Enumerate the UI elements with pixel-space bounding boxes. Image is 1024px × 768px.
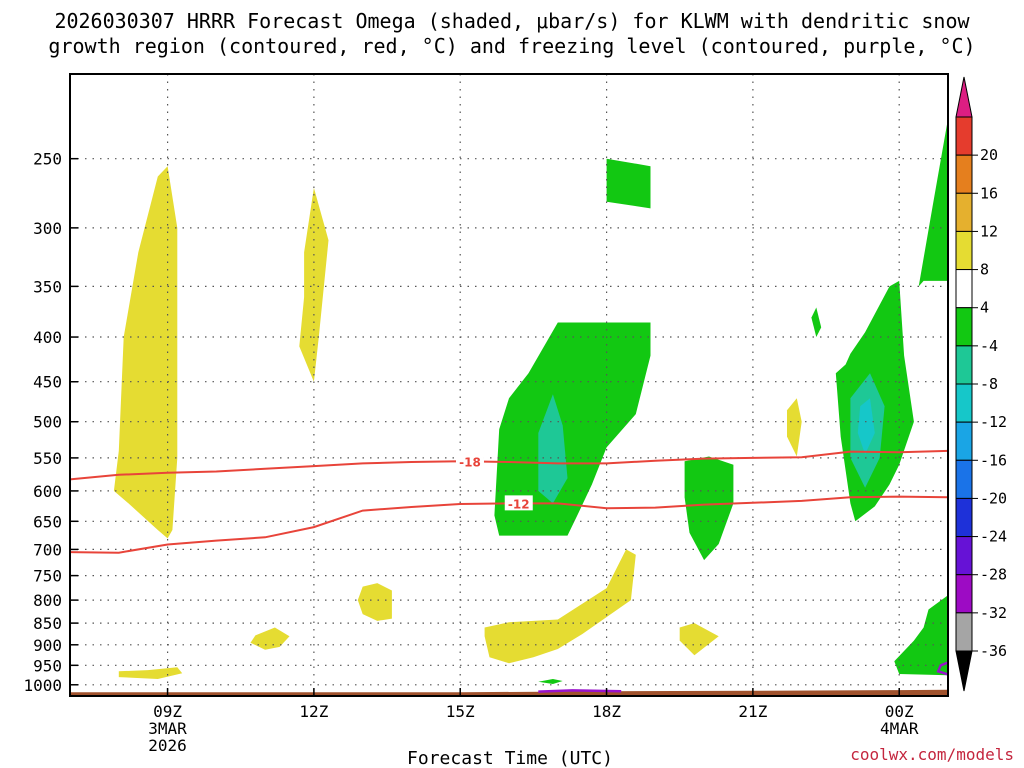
chart-title-line1: 2026030307 HRRR Forecast Omega (shaded, … xyxy=(54,9,970,33)
colorbar-band-3 xyxy=(955,497,973,538)
y-tick-label-900: 900 xyxy=(33,636,62,655)
colorbar-label-20: 20 xyxy=(980,146,998,164)
omega-region-18 xyxy=(538,679,563,684)
terrain-band xyxy=(70,689,948,696)
colorbar-label--4: -4 xyxy=(980,337,998,355)
freezing-level-1 xyxy=(936,661,949,676)
x-tick-label-12-0: 12Z xyxy=(299,702,328,721)
y-tick-label-550: 550 xyxy=(33,449,62,468)
colorbar-band-8 xyxy=(955,307,973,347)
y-tick-label-1000: 1000 xyxy=(23,676,62,695)
colorbar-band-10 xyxy=(955,230,973,271)
contour-label-bg--12 xyxy=(504,495,533,511)
y-tick-label-400: 400 xyxy=(33,328,62,347)
omega-region-17 xyxy=(894,595,948,676)
y-tick-label-950: 950 xyxy=(33,656,62,675)
colorbar-label--20: -20 xyxy=(980,489,1007,507)
colorbar-label-4: 4 xyxy=(980,299,989,317)
x-tick-label-9-1: 3MAR xyxy=(148,719,187,738)
y-tick-label-600: 600 xyxy=(33,482,62,501)
colorbar-band-13 xyxy=(955,116,973,156)
colorbar-label--36: -36 xyxy=(980,642,1007,660)
x-tick-label-9-2: 2026 xyxy=(148,736,187,755)
omega-region-2 xyxy=(357,583,392,621)
contour-label-bg--18 xyxy=(455,453,484,469)
y-tick-label-800: 800 xyxy=(33,591,62,610)
colorbar-label--8: -8 xyxy=(980,375,998,393)
colorbar-label--16: -16 xyxy=(980,451,1007,469)
x-tick-label-21-0: 21Z xyxy=(738,702,767,721)
omega-region-10 xyxy=(606,158,651,209)
omega-region-15 xyxy=(811,307,822,337)
y-tick-label-450: 450 xyxy=(33,373,62,392)
colorbar-label--32: -32 xyxy=(980,604,1007,622)
grid-lines xyxy=(70,74,948,696)
y-tick-label-850: 850 xyxy=(33,614,62,633)
colorbar-label--28: -28 xyxy=(980,566,1007,584)
colorbar-band-4 xyxy=(955,459,973,499)
omega-region-5 xyxy=(484,549,636,664)
colorbar-over-triangle xyxy=(955,76,973,118)
colorbar-band-1 xyxy=(955,574,973,614)
omega-region-8 xyxy=(494,322,651,536)
colorbar-label-16: 16 xyxy=(980,184,998,202)
colorbar-label--12: -12 xyxy=(980,413,1007,431)
y-tick-label-750: 750 xyxy=(33,567,62,586)
omega-shaded-regions xyxy=(113,118,948,684)
freezing-level-0 xyxy=(538,689,622,693)
terrain-layer xyxy=(70,689,948,696)
contour-line--18 xyxy=(69,449,949,481)
y-tick-label-650: 650 xyxy=(33,512,62,531)
credit-text: coolwx.com/models xyxy=(850,745,1014,764)
omega-region-0 xyxy=(113,166,178,539)
y-tick-label-300: 300 xyxy=(33,219,62,238)
contour-label--12: -12 xyxy=(508,497,530,511)
colorbar-under-triangle xyxy=(955,650,973,692)
omega-region-16 xyxy=(918,118,948,287)
colorbar-band-9 xyxy=(955,269,973,309)
y-tick-label-500: 500 xyxy=(33,413,62,432)
freezing-level-lines xyxy=(538,661,949,693)
x-tick-label-15-0: 15Z xyxy=(446,702,475,721)
y-axis: 250 300 350 400 450 500 550 600 650 700 750 800 850 9… xyxy=(23,150,78,695)
x-axis-label: Forecast Time (UTC) xyxy=(407,748,613,768)
x-tick-label-9-0: 09Z xyxy=(153,702,182,721)
colorbar-band-12 xyxy=(955,154,973,194)
x-tick-label-18-0: 18Z xyxy=(592,702,621,721)
omega-region-6 xyxy=(679,623,719,656)
contour-lines: -18 -12 xyxy=(69,449,949,554)
y-tick-label-700: 700 xyxy=(33,540,62,559)
chart-title-line2: growth region (contoured, red, °C) and f… xyxy=(48,34,975,58)
colorbar-band-5 xyxy=(955,421,973,461)
omega-region-4 xyxy=(118,667,183,679)
x-tick-label-24-0: 00Z xyxy=(885,702,914,721)
plot-frame xyxy=(69,73,949,697)
colorbar-label-12: 12 xyxy=(980,222,998,240)
colorbar: -36 -32 -28 -24 -20 -16 -12 -8 -4 4 8 12 16 20 xyxy=(955,76,1007,692)
y-tick-label-350: 350 xyxy=(33,277,62,296)
colorbar-band-0 xyxy=(955,612,973,652)
colorbar-band-11 xyxy=(955,192,973,232)
omega-region-11 xyxy=(684,456,734,561)
omega-region-3 xyxy=(250,627,290,650)
omega-region-9 xyxy=(538,394,568,504)
colorbar-label-8: 8 xyxy=(980,261,989,279)
contour-label--18: -18 xyxy=(459,455,481,469)
x-tick-label-24-1: 4MAR xyxy=(880,719,919,738)
colorbar-band-6 xyxy=(955,383,973,423)
colorbar-label--24: -24 xyxy=(980,528,1007,546)
omega-region-14 xyxy=(857,398,875,455)
colorbar-band-7 xyxy=(955,345,973,385)
y-tick-label-250: 250 xyxy=(33,150,62,169)
omega-region-7 xyxy=(787,398,802,457)
colorbar-band-2 xyxy=(955,536,973,576)
